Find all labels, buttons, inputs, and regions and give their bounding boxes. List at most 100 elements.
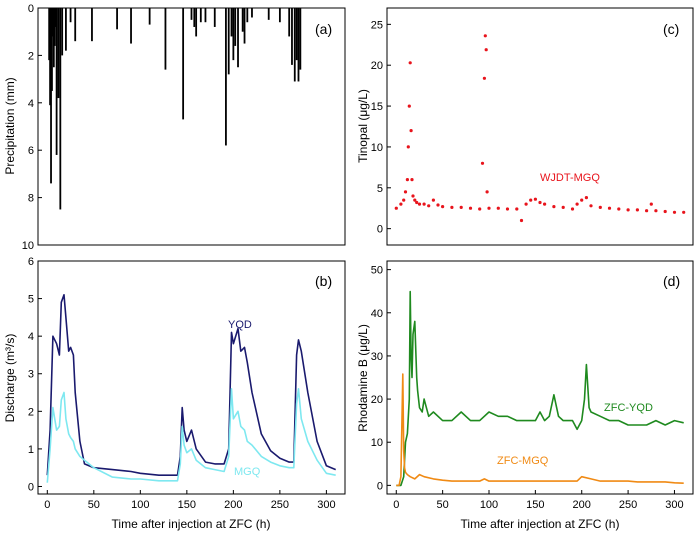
precip-bar: [241, 8, 244, 32]
annotation-wjdt-mgq: WJDT-MGQ: [540, 172, 600, 184]
data-point-wjdt-mgq: [482, 76, 486, 80]
ytick-label-d: 30: [371, 351, 383, 363]
panel-b-xlabel: Time after injection at ZFC (h): [112, 517, 271, 531]
panel-b-ylabel: Discharge (m³/s): [3, 334, 17, 423]
precip-bar: [295, 8, 298, 61]
data-point-wjdt-mgq: [529, 198, 533, 202]
panel-a-label: (a): [315, 21, 332, 37]
ytick-label-d: 40: [371, 308, 383, 320]
ytick-label-b: 2: [28, 406, 34, 418]
data-point-wjdt-mgq: [422, 202, 426, 206]
precip-bar: [182, 8, 185, 120]
data-point-wjdt-mgq: [478, 207, 482, 211]
panel-d-frame: [386, 260, 694, 495]
data-point-wjdt-mgq: [413, 198, 417, 202]
data-point-wjdt-mgq: [598, 205, 602, 209]
precip-bar: [49, 8, 51, 106]
panel-c-label: (c): [663, 21, 679, 37]
ytick-label-c: 25: [371, 19, 383, 31]
xtick-label-d: 0: [393, 499, 399, 511]
precip-bar: [193, 8, 196, 27]
data-point-wjdt-mgq: [496, 206, 500, 210]
data-point-wjdt-mgq: [484, 48, 488, 52]
data-point-wjdt-mgq: [399, 202, 403, 206]
data-point-wjdt-mgq: [406, 145, 410, 149]
precip-bar: [299, 8, 302, 70]
ytick-label-b: 0: [28, 481, 34, 493]
ytick-label-b: 5: [28, 294, 34, 306]
data-point-wjdt-mgq: [459, 205, 463, 209]
precip-bar: [69, 8, 72, 23]
xtick-label-d: 250: [619, 499, 637, 511]
xtick-label-d: 150: [526, 499, 544, 511]
xtick-label-d: 200: [573, 499, 591, 511]
data-point-wjdt-mgq: [485, 190, 489, 194]
data-point-wjdt-mgq: [441, 205, 445, 209]
xtick-label-b: 200: [224, 499, 242, 511]
precip-bar: [148, 8, 151, 25]
precip-bar: [251, 8, 253, 18]
ytick-label-b: 3: [28, 369, 34, 381]
panel-a-ylabel: Precipitation (mm): [3, 77, 17, 174]
data-point-wjdt-mgq: [519, 218, 524, 223]
xtick-label-b: 300: [317, 499, 335, 511]
xtick-label-d: 100: [480, 499, 498, 511]
precip-bar: [116, 8, 118, 30]
data-point-wjdt-mgq: [580, 198, 584, 202]
precip-bar: [291, 8, 293, 65]
xtick-label-b: 100: [131, 499, 149, 511]
data-point-wjdt-mgq: [682, 210, 686, 214]
data-point-wjdt-mgq: [402, 198, 406, 202]
precip-bar: [227, 8, 230, 75]
panel-d-ylabel: Rhodamine B (μg/L): [356, 324, 370, 432]
data-point-wjdt-mgq: [407, 104, 411, 108]
annotation-yqd: YQD: [228, 319, 252, 331]
precip-bar: [288, 8, 291, 37]
data-point-wjdt-mgq: [617, 207, 621, 211]
precip-bar: [246, 8, 249, 23]
annotation-zfc-mgq: ZFC-MGQ: [497, 455, 549, 467]
precip-bar: [74, 8, 77, 42]
data-point-wjdt-mgq: [645, 209, 649, 213]
data-point-wjdt-mgq: [411, 194, 415, 198]
precip-bar: [199, 8, 202, 23]
ytick-label-a: 8: [28, 193, 34, 205]
panel-d-label: (d): [663, 273, 680, 289]
data-point-wjdt-mgq: [450, 205, 454, 209]
data-point-wjdt-mgq: [552, 205, 556, 209]
annotation-mgq: MGQ: [234, 466, 261, 478]
data-point-wjdt-mgq: [570, 207, 575, 211]
panel-c-ylabel: Tinopal (μg/L): [356, 89, 370, 163]
xtick-label-b: 50: [88, 499, 100, 511]
series-line-yqd: [46, 293, 337, 477]
data-point-wjdt-mgq: [626, 208, 630, 212]
precip-bar: [91, 8, 93, 42]
data-point-wjdt-mgq: [405, 178, 409, 182]
ytick-label-a: 10: [22, 240, 34, 252]
panel-b-frame: [37, 260, 346, 495]
ytick-label-c: 10: [371, 142, 383, 154]
ytick-label-c: 0: [377, 224, 383, 236]
ytick-label-d: 20: [371, 394, 383, 406]
xtick-label-b: 150: [178, 499, 196, 511]
data-point-wjdt-mgq: [672, 210, 677, 214]
precip-bar: [54, 8, 57, 27]
data-point-wjdt-mgq: [589, 204, 593, 208]
data-point-wjdt-mgq: [403, 190, 408, 194]
precip-bar: [293, 8, 296, 82]
precip-bar: [61, 8, 64, 56]
xtick-label-d: 50: [437, 499, 449, 511]
precip-bar: [213, 8, 216, 27]
precip-bar: [237, 8, 239, 68]
precip-bar: [225, 8, 227, 146]
ytick-label-b: 4: [28, 331, 34, 343]
precip-bar: [48, 8, 51, 61]
data-point-wjdt-mgq: [663, 209, 667, 214]
ytick-label-d: 10: [371, 437, 383, 449]
data-point-wjdt-mgq: [515, 207, 519, 211]
data-point-wjdt-mgq: [584, 196, 589, 200]
ytick-label-d: 0: [377, 480, 383, 492]
precip-bar: [52, 8, 55, 68]
precip-bar: [51, 8, 54, 37]
precip-bar: [234, 8, 237, 46]
